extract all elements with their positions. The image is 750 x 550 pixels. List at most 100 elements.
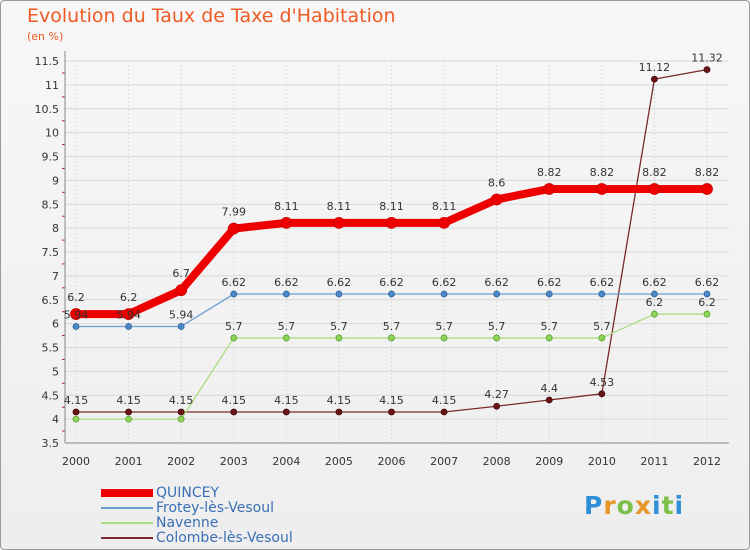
- data-point: [493, 334, 501, 342]
- data-point: [545, 396, 553, 404]
- x-tick-label: 2011: [640, 455, 668, 468]
- data-point: [282, 290, 290, 298]
- data-point: [595, 183, 608, 195]
- data-point: [703, 290, 711, 298]
- data-point: [333, 216, 345, 229]
- data-label: 5.94: [169, 308, 194, 321]
- x-tick-label: 2007: [430, 455, 458, 468]
- logo-letter: o: [616, 491, 635, 520]
- legend-swatch: [101, 489, 153, 497]
- data-point: [493, 290, 501, 298]
- data-point: [335, 408, 343, 416]
- logo-letter: P: [584, 491, 604, 520]
- data-label: 5.94: [64, 308, 89, 321]
- data-label: 4.15: [116, 394, 141, 407]
- x-tick-label: 2003: [220, 455, 248, 468]
- data-point: [438, 216, 450, 229]
- data-label: 4.53: [590, 376, 615, 389]
- data-label: 5.7: [541, 320, 559, 333]
- data-label: 11.12: [639, 61, 671, 74]
- data-label: 6.62: [484, 276, 509, 289]
- data-point: [545, 334, 553, 342]
- x-tick-label: 2012: [693, 455, 721, 468]
- data-label: 5.7: [383, 320, 401, 333]
- data-label: 6.62: [590, 276, 615, 289]
- x-tick-label: 2005: [325, 455, 353, 468]
- data-label: 8.11: [432, 200, 457, 213]
- x-tick-label: 2006: [378, 455, 406, 468]
- data-point: [177, 408, 185, 416]
- y-tick-label: 7.5: [42, 246, 60, 259]
- data-point: [440, 408, 448, 416]
- x-tick-label: 2001: [115, 455, 143, 468]
- y-tick-label: 5: [52, 365, 59, 378]
- data-label: 4.15: [274, 394, 299, 407]
- data-point: [598, 290, 606, 298]
- data-point: [335, 290, 343, 298]
- data-label: 6.62: [379, 276, 404, 289]
- data-label: 8.82: [695, 166, 720, 179]
- data-point: [651, 75, 658, 83]
- data-label: 6.7: [172, 267, 190, 280]
- y-tick-label: 9: [52, 174, 59, 187]
- y-tick-label: 6.5: [42, 294, 60, 307]
- data-point: [493, 402, 501, 410]
- legend-label: Frotey-lès-Vesoul: [156, 500, 274, 516]
- data-point: [70, 308, 82, 320]
- data-label: 8.6: [488, 176, 506, 189]
- data-label: 8.11: [274, 200, 299, 213]
- data-point: [125, 415, 132, 423]
- legend-label: Navenne: [156, 515, 219, 531]
- data-point: [177, 415, 185, 423]
- data-point: [175, 284, 188, 297]
- data-point: [227, 222, 240, 235]
- data-point: [543, 183, 556, 195]
- y-axis-unit: (en %): [27, 30, 64, 43]
- data-point: [598, 334, 606, 342]
- x-tick-label: 2008: [483, 455, 511, 468]
- data-label: 6.62: [642, 276, 667, 289]
- data-point: [335, 334, 343, 342]
- data-label: 4.15: [64, 394, 89, 407]
- data-point: [598, 390, 606, 398]
- data-label: 4.15: [222, 394, 247, 407]
- data-label: 4.15: [379, 394, 404, 407]
- data-point: [651, 290, 658, 298]
- data-label: 6.62: [432, 276, 457, 289]
- x-tick-label: 2000: [62, 455, 90, 468]
- data-point: [490, 193, 503, 206]
- data-label: 6.2: [698, 296, 716, 309]
- data-label: 6.62: [222, 276, 247, 289]
- data-label: 5.94: [116, 308, 141, 321]
- data-point: [440, 290, 448, 298]
- data-label: 6.62: [695, 276, 720, 289]
- data-point: [230, 334, 238, 342]
- data-point: [280, 216, 293, 229]
- data-point: [388, 334, 395, 342]
- data-label: 8.82: [537, 166, 562, 179]
- y-tick-label: 4: [52, 413, 59, 426]
- data-label: 5.7: [330, 320, 348, 333]
- y-tick-label: 10: [45, 127, 59, 140]
- data-point: [72, 415, 80, 423]
- legend-label: Colombe-lès-Vesoul: [156, 530, 293, 546]
- y-tick-label: 7: [52, 270, 59, 283]
- data-label: 8.82: [590, 166, 615, 179]
- data-label: 4.15: [327, 394, 352, 407]
- y-tick-label: 4.5: [42, 389, 60, 402]
- data-point: [177, 323, 185, 330]
- data-label: 5.7: [435, 320, 453, 333]
- y-tick-label: 6: [52, 318, 59, 331]
- logo-letter: t: [661, 491, 675, 520]
- data-point: [440, 334, 448, 342]
- y-tick-label: 9.5: [42, 151, 60, 164]
- logo-letter: i: [674, 491, 685, 520]
- x-tick-label: 2010: [588, 455, 616, 468]
- data-label: 4.27: [484, 388, 509, 401]
- series-line-3: [75, 68, 708, 413]
- data-label: 6.62: [537, 276, 562, 289]
- data-label: 8.82: [642, 166, 667, 179]
- data-point: [703, 66, 711, 73]
